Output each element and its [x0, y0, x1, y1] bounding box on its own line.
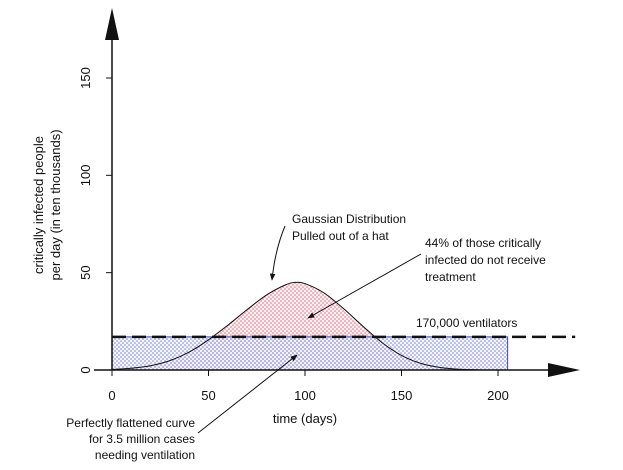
annotation-untreated-arrow [307, 253, 422, 319]
x-tick-label: 50 [201, 388, 215, 403]
x-tick-label: 100 [294, 388, 316, 403]
annotation-flattened-line-2: for 3.5 million cases [89, 432, 195, 446]
gaussian-curve-line [111, 281, 479, 371]
annotation-flattened-line-1: Perfectly flattened curve [66, 416, 195, 430]
annotation-flattened-line-3: needing ventilation [95, 448, 195, 462]
annotation-gaussian-arrow [269, 225, 286, 281]
axes [94, 8, 580, 377]
annotation-untreated-line-1: 44% of those critically [425, 236, 541, 250]
y-tick-label: 100 [78, 164, 93, 186]
annotation-flattened: Perfectly flattened curve for 3.5 millio… [66, 354, 298, 462]
annotation-untreated-line-2: infected do not receive [425, 253, 546, 267]
x-tick-label: 200 [487, 388, 509, 403]
x-tick-label: 0 [108, 388, 115, 403]
y-tick-label: 150 [78, 67, 93, 89]
x-axis-arrowhead [548, 363, 580, 377]
annotation-flattened-arrow [197, 354, 298, 434]
y-axis-label: critically infected people per day (in t… [31, 129, 63, 280]
flattened-curve-rect [111, 336, 509, 371]
y-axis-label-line-1: critically infected people [31, 136, 46, 274]
y-axis-arrowhead [105, 8, 119, 40]
annotation-ventilators: 170,000 ventilators [416, 316, 517, 330]
y-axis-label-line-2: per day (in ten thousands) [48, 129, 63, 280]
y-tick-label: 0 [78, 366, 93, 373]
annotation-gaussian-line-2: Pulled out of a hat [292, 229, 389, 243]
annotation-gaussian-line-1: Gaussian Distribution [292, 212, 406, 226]
x-tick-label: 150 [391, 388, 413, 403]
annotation-untreated-line-3: treatment [425, 270, 476, 284]
tick-group: 0 50 100 150 200 0 50 100 150 [78, 67, 509, 403]
x-axis-label: time (days) [273, 411, 337, 426]
annotation-untreated: 44% of those critically infected do not … [307, 236, 546, 319]
y-tick-label: 50 [78, 265, 93, 279]
annotation-gaussian: Gaussian Distribution Pulled out of a ha… [269, 212, 406, 281]
